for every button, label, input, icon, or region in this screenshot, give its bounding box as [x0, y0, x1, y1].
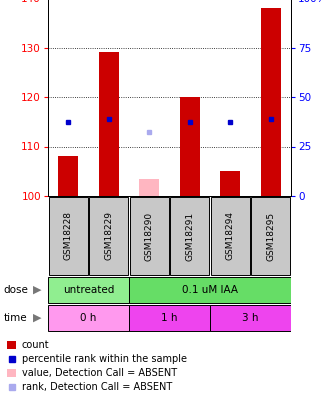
Text: 1 h: 1 h [161, 313, 178, 323]
Text: ▶: ▶ [33, 313, 41, 323]
Bar [7, 369, 16, 377]
Text: 0 h: 0 h [80, 313, 97, 323]
Bar [129, 305, 210, 331]
Bar [139, 179, 159, 196]
Text: GSM18228: GSM18228 [64, 211, 73, 260]
Bar [261, 8, 281, 196]
Bar [251, 197, 290, 275]
Bar [48, 305, 129, 331]
Text: time: time [3, 313, 27, 323]
Text: ▶: ▶ [33, 285, 41, 295]
Bar [170, 197, 209, 275]
Text: GSM18295: GSM18295 [266, 211, 275, 260]
Bar [129, 277, 291, 303]
Text: rank, Detection Call = ABSENT: rank, Detection Call = ABSENT [22, 382, 172, 392]
Text: 3 h: 3 h [242, 313, 259, 323]
Text: GSM18290: GSM18290 [145, 211, 154, 260]
Text: count: count [22, 340, 50, 350]
Text: value, Detection Call = ABSENT: value, Detection Call = ABSENT [22, 368, 177, 378]
Bar [48, 277, 129, 303]
Bar [180, 97, 200, 196]
Text: GSM18294: GSM18294 [226, 211, 235, 260]
Bar [211, 197, 250, 275]
Bar [49, 197, 88, 275]
Bar [7, 341, 16, 349]
Bar [210, 305, 291, 331]
Bar [130, 197, 169, 275]
Text: GSM18291: GSM18291 [185, 211, 194, 260]
Text: untreated: untreated [63, 285, 114, 295]
Bar [220, 171, 240, 196]
Text: dose: dose [3, 285, 28, 295]
Bar [89, 197, 128, 275]
Text: percentile rank within the sample: percentile rank within the sample [22, 354, 187, 364]
Text: GSM18229: GSM18229 [104, 211, 113, 260]
Bar [99, 53, 119, 196]
Text: 0.1 uM IAA: 0.1 uM IAA [182, 285, 238, 295]
Bar [58, 156, 78, 196]
